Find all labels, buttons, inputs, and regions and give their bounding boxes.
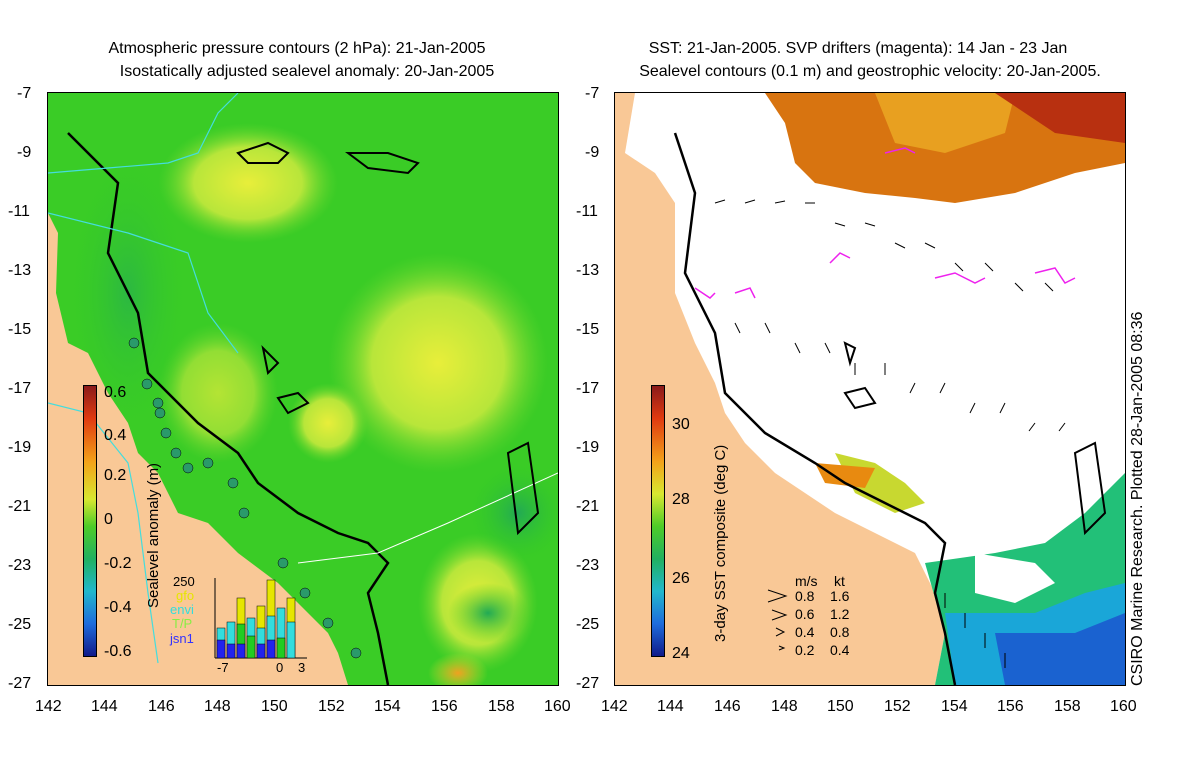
lon-tick: 160 [544, 698, 571, 715]
left-colorbar [83, 385, 97, 657]
sealevel-anomaly-map [48, 93, 558, 685]
lon-tick: 154 [941, 698, 968, 715]
left-cbar-tick: -0.4 [104, 599, 132, 616]
lon-tick: 144 [91, 698, 118, 715]
tide-gauges [128, 337, 362, 659]
right-title-line2: Sealevel contours (0.1 m) and geostrophi… [639, 63, 1101, 80]
right-map-panel [614, 92, 1126, 686]
lon-tick: 160 [1110, 698, 1137, 715]
velocity-legend-kt-header: kt [834, 573, 845, 589]
lon-tick: 154 [374, 698, 401, 715]
lat-tick: -23 [8, 557, 32, 574]
inset-legend-envi: envi [170, 602, 194, 617]
lon-tick: 152 [318, 698, 345, 715]
lon-tick: 158 [488, 698, 515, 715]
right-colorbar-label: 3-day SST composite (deg C) [712, 444, 729, 642]
lat-tick: -23 [576, 557, 600, 574]
velocity-vectors [714, 199, 1066, 668]
lat-tick: -13 [576, 262, 600, 279]
lat-tick: -21 [576, 498, 600, 515]
shelf-contour-right [673, 132, 957, 685]
left-cbar-tick: 0.4 [104, 427, 127, 444]
lon-tick: 146 [714, 698, 741, 715]
lon-tick: 144 [657, 698, 684, 715]
anomaly-high [328, 253, 548, 473]
lon-tick: 150 [827, 698, 854, 715]
lon-tick: 152 [884, 698, 911, 715]
velocity-legend-ms-header: m/s [795, 573, 818, 589]
lon-tick: 142 [601, 698, 628, 715]
right-cbar-tick: 30 [672, 416, 690, 433]
velocity-ms: 0.2 [795, 642, 815, 658]
inset-x-tick: 0 [276, 660, 284, 675]
lon-tick: 156 [431, 698, 458, 715]
lat-tick: -19 [576, 439, 600, 456]
left-title-line2: Isostatically adjusted sealevel anomaly:… [119, 63, 495, 80]
right-title-line1: SST: 21-Jan-2005. SVP drifters (magenta)… [648, 40, 1068, 57]
left-cbar-tick: -0.2 [104, 555, 132, 572]
lat-tick: -17 [576, 380, 600, 397]
lat-tick: -11 [576, 203, 598, 220]
australia-land [48, 213, 348, 685]
lon-tick: 148 [771, 698, 798, 715]
velocity-kt: 1.2 [830, 606, 850, 622]
velocity-kt: 0.4 [830, 642, 850, 658]
lon-tick: 158 [1054, 698, 1081, 715]
left-map-panel [47, 92, 559, 686]
lon-tick: 156 [997, 698, 1024, 715]
lat-tick: -19 [8, 439, 32, 456]
lat-tick: -9 [17, 144, 32, 161]
sst-map [615, 93, 1125, 685]
right-cbar-tick: 26 [672, 570, 690, 587]
velocity-kt: 1.6 [830, 588, 850, 604]
lon-tick: 150 [261, 698, 288, 715]
inset-x-tick: 3 [298, 660, 306, 675]
credit-text: CSIRO Marine Research. Plotted 28-Jan-20… [1129, 311, 1146, 686]
lat-tick: -27 [576, 675, 600, 692]
lat-tick: -11 [8, 203, 30, 220]
lat-tick: -15 [576, 321, 600, 338]
right-colorbar [651, 385, 665, 657]
velocity-kt: 0.8 [830, 624, 850, 640]
lat-tick: -13 [8, 262, 32, 279]
lat-tick: -7 [17, 85, 32, 102]
altimeter-histogram [214, 578, 307, 659]
left-colorbar-label: Sealevel anomaly (m) [145, 462, 162, 608]
lat-tick: -15 [8, 321, 32, 338]
lat-tick: -21 [8, 498, 32, 515]
velocity-legend-arrows [767, 589, 788, 651]
left-cbar-tick: 0.2 [104, 467, 127, 484]
lon-tick: 142 [35, 698, 62, 715]
inset-legend-gfo: gfo [176, 588, 195, 603]
drifter-tracks [694, 147, 1076, 299]
velocity-ms: 0.8 [795, 588, 815, 604]
inset-legend-jsn1: jsn1 [170, 631, 194, 646]
lon-tick: 148 [204, 698, 231, 715]
lat-tick: -25 [576, 616, 600, 633]
right-cbar-tick: 24 [672, 645, 690, 662]
lat-tick: -25 [8, 616, 32, 633]
velocity-ms: 0.6 [795, 606, 815, 622]
shelf-contour [67, 132, 390, 685]
inset-legend-tp: T/P [172, 616, 193, 631]
lon-tick: 146 [148, 698, 175, 715]
lat-tick: -9 [585, 144, 600, 161]
lat-tick: -17 [8, 380, 32, 397]
inset-x-tick: -7 [217, 660, 229, 675]
australia-land-right [615, 93, 945, 685]
lat-tick: -27 [8, 675, 32, 692]
lat-tick: -7 [585, 85, 600, 102]
left-cbar-tick: 0.6 [104, 384, 127, 401]
left-cbar-tick: -0.6 [104, 643, 132, 660]
right-cbar-tick: 28 [672, 491, 690, 508]
velocity-ms: 0.4 [795, 624, 815, 640]
inset-y-label: 250 [173, 574, 195, 589]
left-title-line1: Atmospheric pressure contours (2 hPa): 2… [108, 40, 486, 57]
left-cbar-tick: 0 [104, 511, 113, 528]
